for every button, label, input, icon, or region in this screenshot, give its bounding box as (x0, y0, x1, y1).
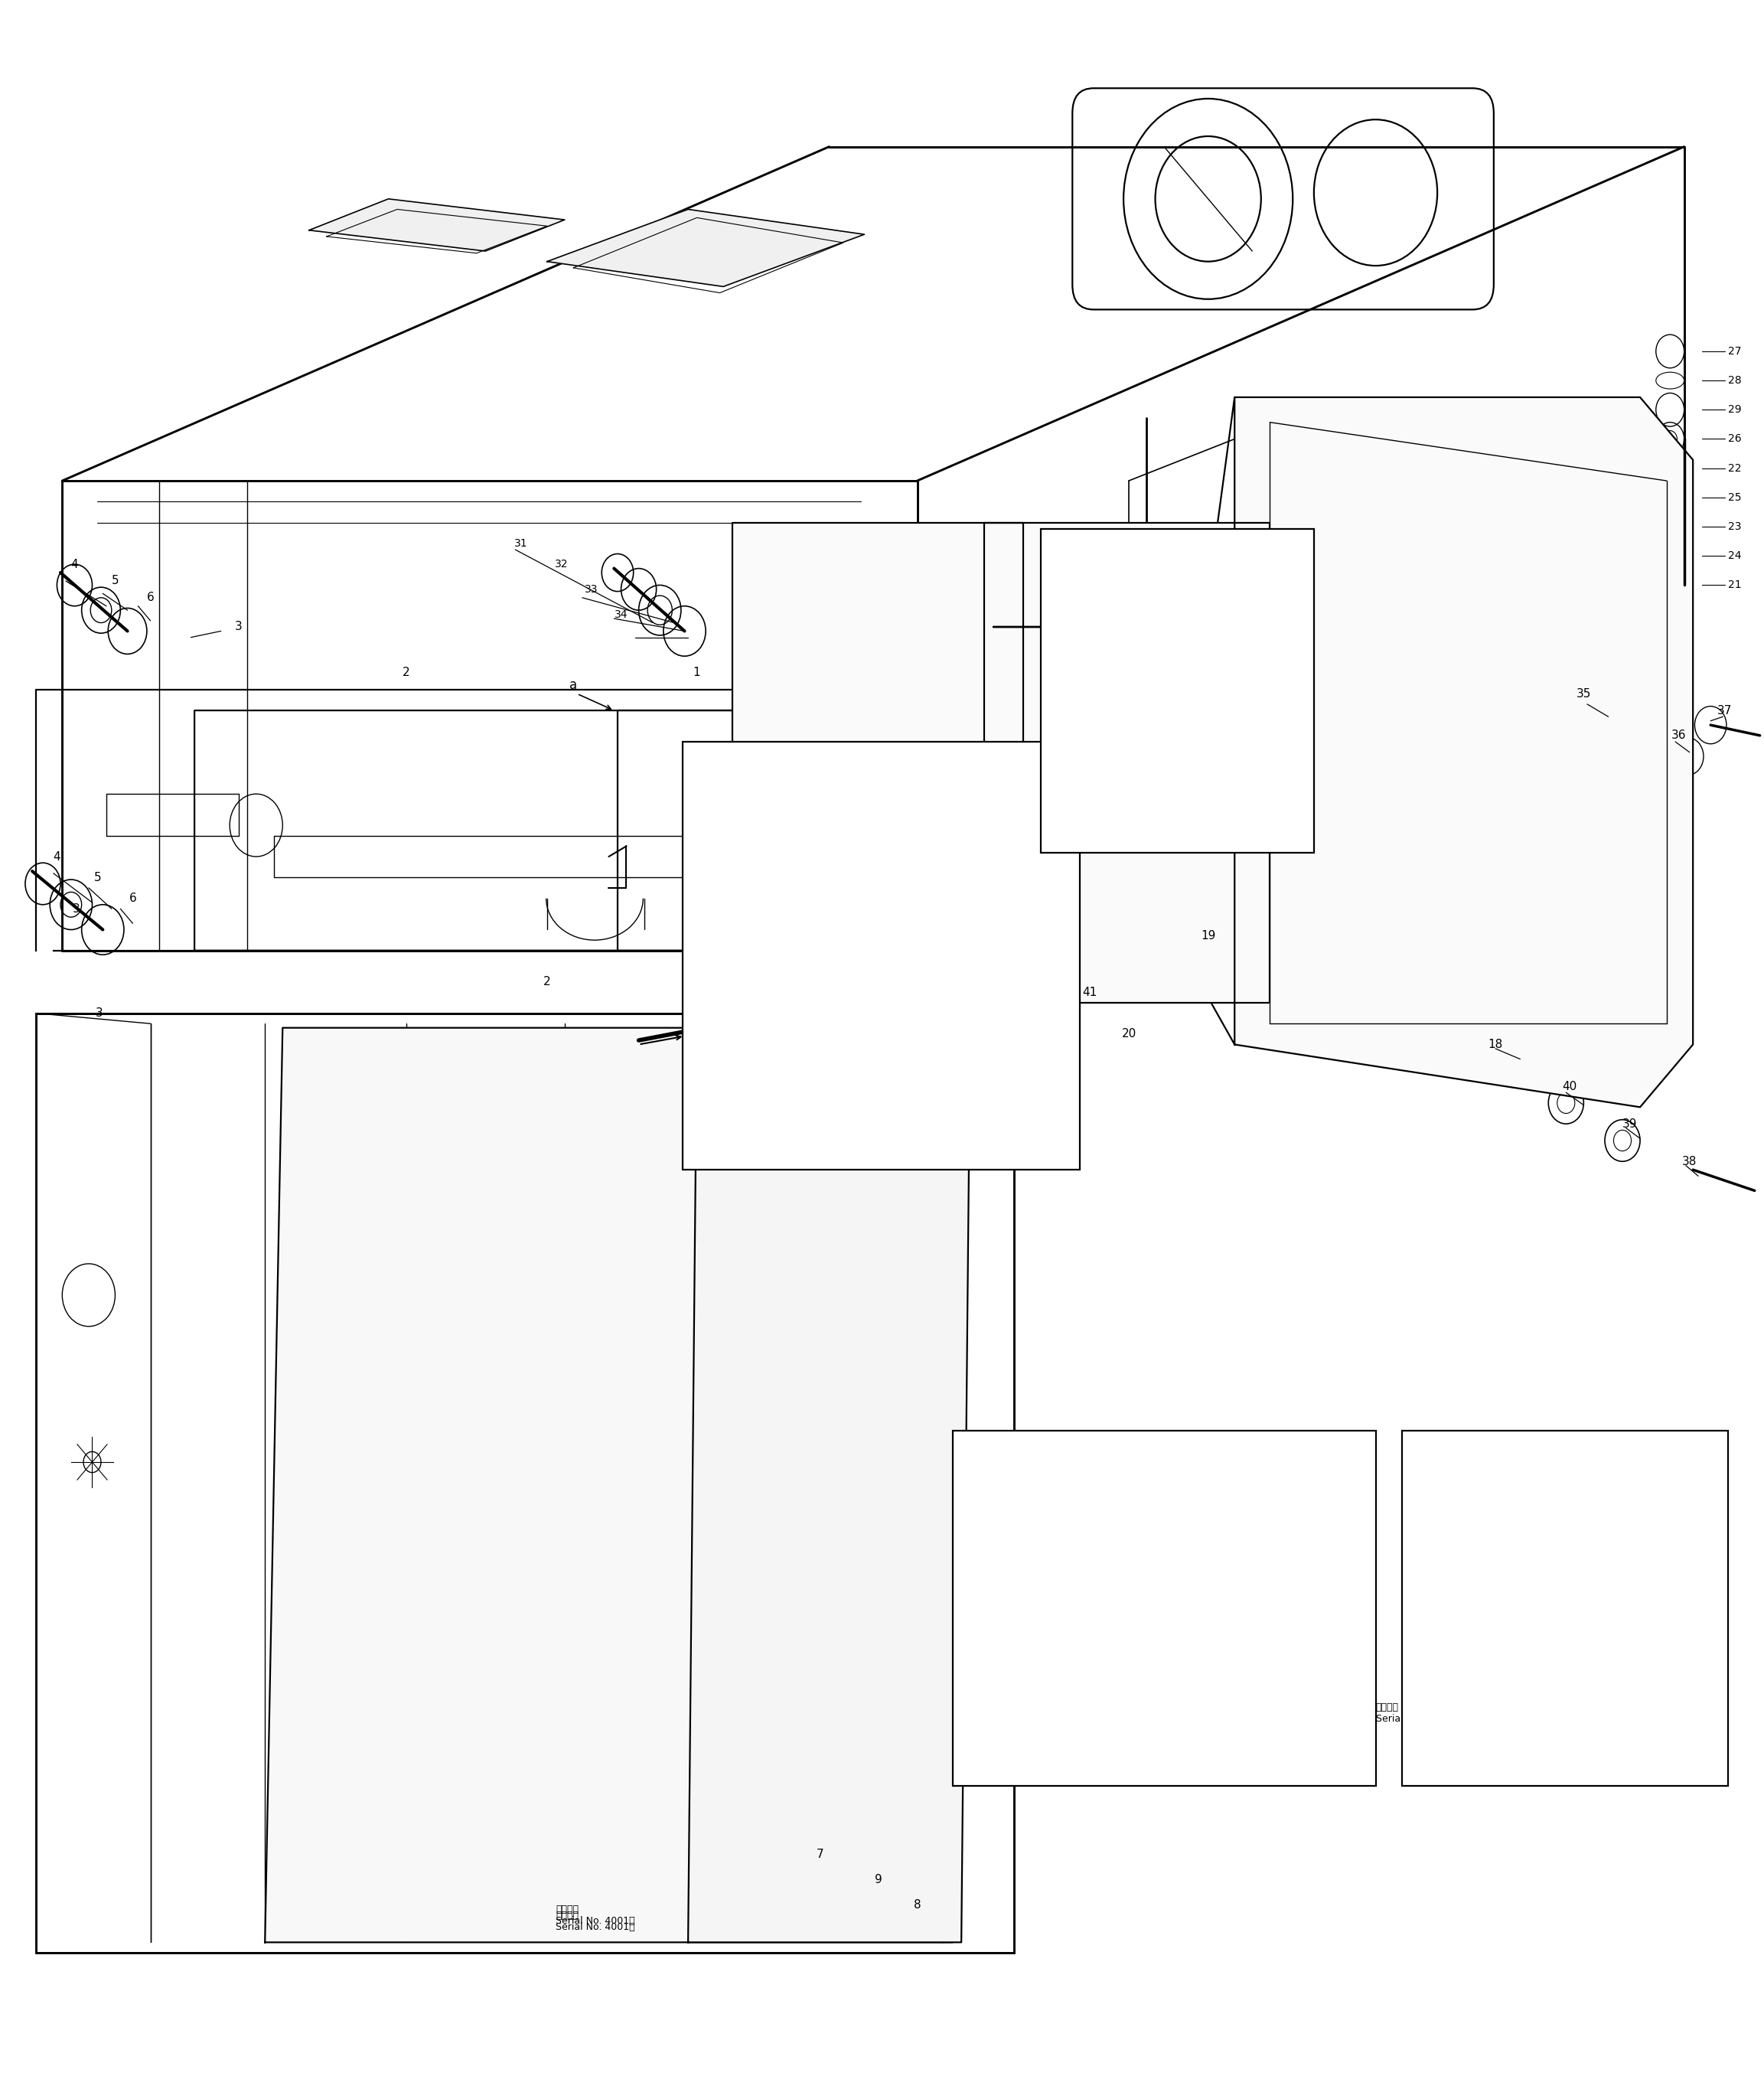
Text: 11: 11 (1122, 1556, 1136, 1567)
Polygon shape (1235, 397, 1693, 1107)
Text: 34: 34 (614, 610, 628, 620)
Polygon shape (547, 209, 864, 286)
Text: 17: 17 (1065, 558, 1080, 570)
Text: 13: 13 (977, 1464, 991, 1475)
Text: 6: 6 (146, 591, 153, 604)
Text: 38: 38 (1683, 1155, 1697, 1168)
Text: 6: 6 (129, 892, 136, 905)
Polygon shape (732, 522, 1023, 982)
Text: 8: 8 (914, 1899, 921, 1911)
Text: a: a (570, 679, 577, 691)
Text: 10: 10 (1566, 1544, 1581, 1554)
Text: 14: 14 (730, 773, 744, 783)
Text: 18: 18 (1489, 1038, 1503, 1051)
Text: 9: 9 (1055, 767, 1062, 779)
Bar (1041, 529, 1314, 852)
Text: 3: 3 (95, 1007, 102, 1019)
Text: 35: 35 (1577, 687, 1591, 700)
Text: 41: 41 (1083, 986, 1097, 999)
Bar (683, 742, 1080, 1170)
Text: 適用号機
Serial No. 4001～: 適用号機 Serial No. 4001～ (1050, 762, 1129, 783)
Text: 11: 11 (730, 1013, 744, 1026)
Text: 11: 11 (1514, 1508, 1528, 1519)
Text: 16: 16 (954, 788, 968, 800)
Text: 23: 23 (1729, 522, 1741, 533)
Text: 7: 7 (817, 1849, 824, 1861)
Text: 2: 2 (402, 666, 409, 679)
Text: 7: 7 (1020, 746, 1027, 758)
Text: 15: 15 (1034, 1523, 1048, 1533)
Text: 3: 3 (235, 620, 242, 633)
Text: 9: 9 (875, 1874, 882, 1886)
Text: 21: 21 (1729, 581, 1741, 591)
Text: 15: 15 (762, 792, 776, 804)
Text: 適用号機
Serial No. 4001～9000: 適用号機 Serial No. 4001～9000 (961, 1703, 1065, 1723)
Text: 30: 30 (870, 1017, 884, 1030)
Text: 1: 1 (931, 976, 938, 988)
Text: 36: 36 (1671, 729, 1686, 742)
Text: 39: 39 (1623, 1118, 1637, 1130)
Text: 3: 3 (72, 902, 79, 915)
Text: 25: 25 (1729, 493, 1741, 503)
Text: 5: 5 (111, 574, 118, 587)
Text: 4: 4 (53, 850, 60, 863)
Text: 32: 32 (554, 560, 568, 570)
Text: 29: 29 (1729, 405, 1741, 416)
Text: 33: 33 (584, 585, 598, 595)
Bar (1402, 1431, 1729, 1786)
Text: 2: 2 (543, 976, 550, 988)
Text: 27: 27 (1729, 347, 1741, 357)
Text: 22: 22 (1729, 464, 1741, 474)
Polygon shape (309, 198, 564, 251)
Polygon shape (984, 522, 1270, 1003)
Polygon shape (688, 1034, 970, 1943)
Text: 適用号機
Serial No. 4001～: 適用号機 Serial No. 4001～ (556, 1911, 635, 1932)
Text: 24: 24 (1729, 551, 1741, 562)
Polygon shape (265, 1028, 970, 1943)
Text: 4: 4 (71, 558, 78, 570)
Text: 20: 20 (1122, 1028, 1136, 1040)
Text: 13: 13 (702, 752, 716, 762)
Text: 1: 1 (693, 666, 700, 679)
Text: 26: 26 (1729, 435, 1741, 445)
Bar (953, 1431, 1376, 1786)
Text: a: a (1044, 554, 1055, 568)
Text: 適用号機
Serial No. 4001～: 適用号機 Serial No. 4001～ (556, 1905, 635, 1926)
Text: 40: 40 (1563, 1080, 1577, 1093)
Text: 8: 8 (1087, 788, 1094, 800)
Text: 37: 37 (1718, 704, 1732, 717)
Text: 31: 31 (513, 539, 527, 549)
Text: 28: 28 (1729, 376, 1741, 386)
Text: 10: 10 (1148, 600, 1162, 612)
Text: 19: 19 (1201, 930, 1215, 942)
Text: 17: 17 (861, 829, 875, 842)
Text: 12: 12 (702, 992, 716, 1005)
Text: 10: 10 (762, 1034, 776, 1047)
Text: 益用号機
Serial No. 9001～: 益用号機 Serial No. 9001～ (1376, 1703, 1455, 1723)
Text: 5: 5 (93, 871, 101, 884)
Text: 15A: 15A (1422, 1464, 1443, 1475)
Text: 10: 10 (1189, 1586, 1203, 1596)
Text: 14: 14 (1005, 1494, 1020, 1504)
